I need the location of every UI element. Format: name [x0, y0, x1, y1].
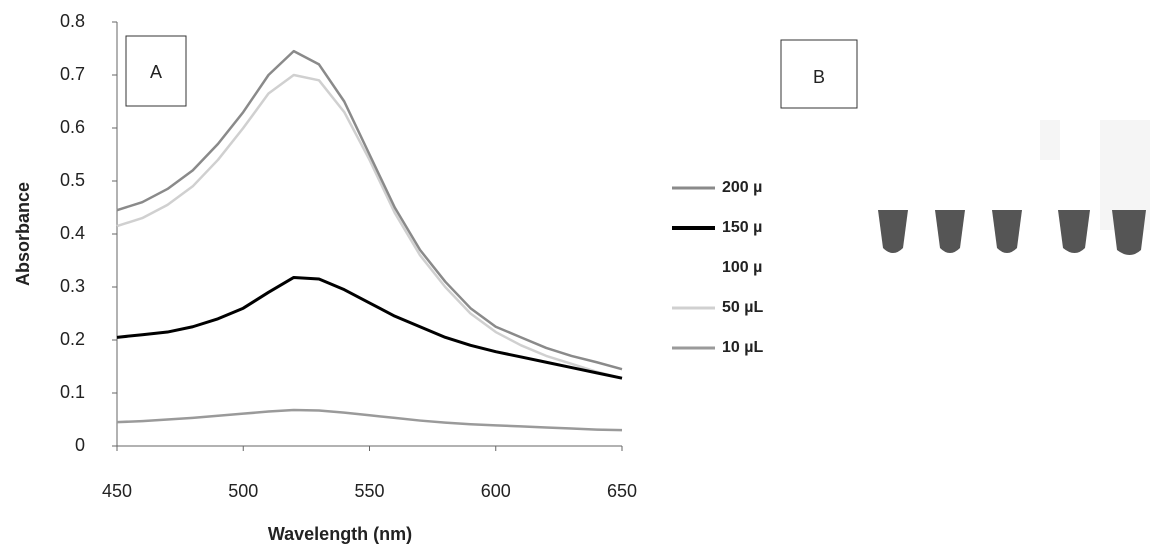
y-tick-label: 0.5: [60, 170, 85, 190]
y-tick-label: 0.3: [60, 276, 85, 296]
annotation-box: [780, 39, 858, 109]
x-axis-title: Wavelength (nm): [268, 524, 412, 544]
y-tick-label: 0.1: [60, 382, 85, 402]
series-line: [116, 73, 623, 380]
y-axis-title: Absorbance: [13, 182, 33, 286]
x-tick-label: 450: [102, 481, 132, 501]
legend-label: 50 µL: [722, 299, 763, 316]
y-tick-label: 0.4: [60, 223, 85, 243]
legend-label: 10 µL: [722, 339, 763, 356]
y-tick-label: 0: [75, 435, 85, 455]
x-tick-label: 600: [481, 481, 511, 501]
x-tick-label: 650: [607, 481, 637, 501]
x-tick-label: 550: [354, 481, 384, 501]
legend-label: 100 µ: [722, 259, 762, 276]
y-tick-label: 0.2: [60, 329, 85, 349]
legend-label: 150 µ: [722, 219, 762, 236]
y-tick-label: 0.7: [60, 64, 85, 84]
y-tick-label: 0.6: [60, 117, 85, 137]
annotation: A: [150, 62, 162, 82]
x-tick-label: 500: [228, 481, 258, 501]
legend-label: 200 µ: [722, 179, 762, 196]
series-line: [116, 275, 623, 380]
tube-photo: [878, 120, 1150, 255]
series-line: [116, 408, 623, 432]
series-line: [116, 49, 623, 371]
annotation-box: [125, 35, 187, 107]
annotation: B: [813, 67, 825, 87]
y-tick-label: 0.8: [60, 11, 85, 31]
